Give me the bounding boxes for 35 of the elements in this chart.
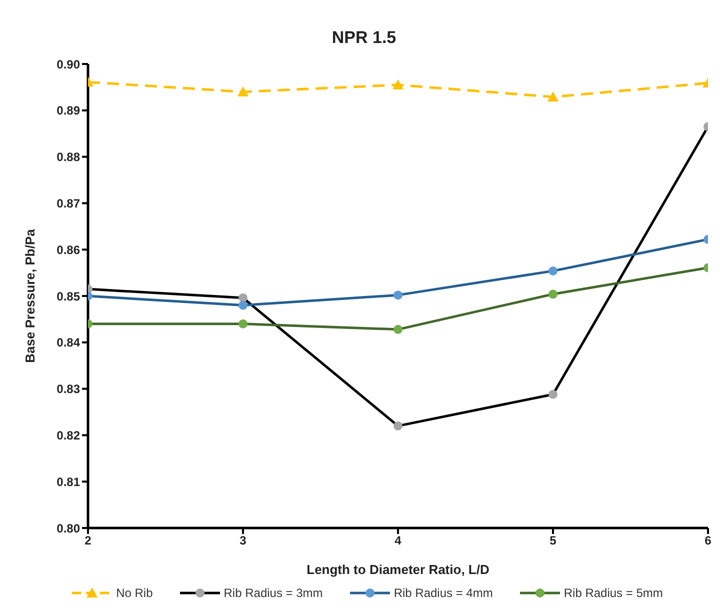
legend-label: No Rib: [116, 586, 153, 600]
y-tick-label: 0.82: [56, 428, 80, 442]
y-axis-title: Base Pressure, Pb/Pa: [22, 228, 38, 363]
point: [394, 421, 402, 430]
point: [238, 86, 248, 96]
point: [392, 79, 404, 90]
chart-title: NPR 1.5: [330, 27, 398, 49]
y-tick-label: 0.85: [56, 289, 80, 304]
point: [394, 324, 402, 334]
y-tick-label: 0.90: [56, 57, 80, 72]
y-tick-label: 0.80: [56, 521, 80, 536]
y-tick-label: 0.87: [56, 196, 80, 210]
y-tick-label: 0.89: [56, 104, 80, 118]
y-tick-label: 0.83: [56, 382, 80, 396]
x-tick-label: 2: [84, 534, 92, 548]
point: [548, 290, 558, 299]
x-tick-label: 3: [240, 534, 247, 548]
point: [238, 300, 248, 310]
point: [238, 293, 248, 302]
x-axis-title: Length to Diameter Ratio, L/D: [306, 562, 490, 577]
legend-label: Rib Radius = 4mm: [394, 586, 493, 600]
y-tick-label: 0.81: [56, 474, 80, 489]
legend-label: Rib Radius = 5mm: [564, 586, 663, 600]
x-tick-label: 5: [550, 534, 557, 548]
point: [548, 390, 558, 399]
y-tick-label: 0.84: [56, 336, 80, 350]
legend-label: Rib Radius = 3mm: [224, 586, 323, 600]
point: [548, 91, 558, 102]
point: [394, 290, 402, 300]
x-tick-label: 4: [394, 534, 402, 548]
x-tick-label: 6: [704, 534, 712, 548]
y-tick-label: 0.88: [56, 150, 80, 164]
point: [238, 319, 248, 328]
point: [548, 266, 558, 276]
y-tick-label: 0.86: [56, 242, 80, 257]
